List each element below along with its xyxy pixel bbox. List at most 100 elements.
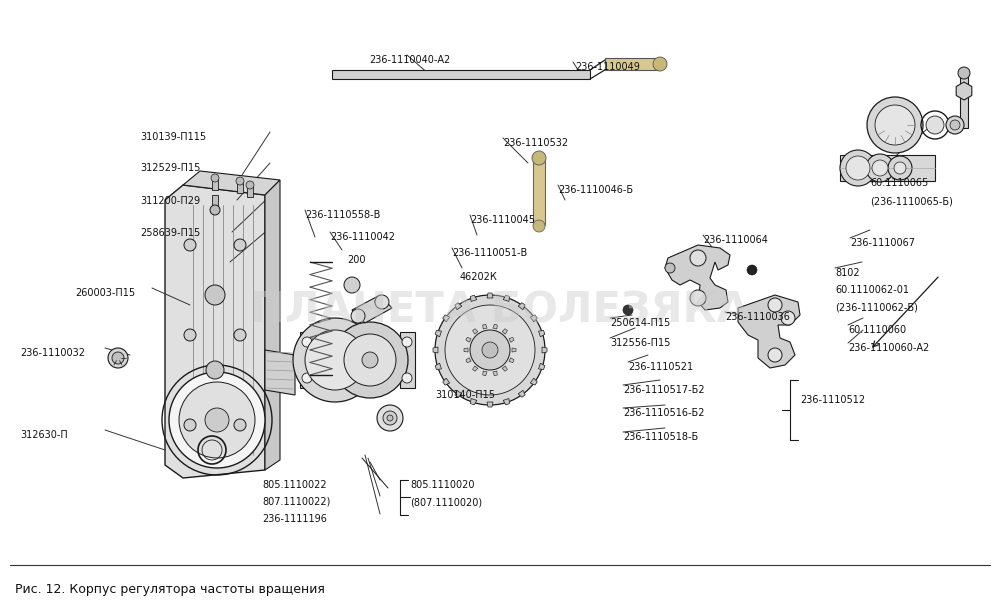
Circle shape [950,120,960,130]
Text: 236-1110049: 236-1110049 [575,62,640,72]
Circle shape [234,329,246,341]
Text: 236-1110521: 236-1110521 [628,362,693,372]
Polygon shape [509,358,514,363]
Polygon shape [530,315,537,322]
Bar [960,73,968,128]
Polygon shape [956,82,972,100]
Polygon shape [509,337,514,342]
Text: 312630-П: 312630-П [20,430,68,440]
Text: 236-1110518-Б: 236-1110518-Б [623,432,698,442]
Circle shape [305,330,365,390]
Bar [247,185,253,197]
Polygon shape [470,295,477,302]
Circle shape [387,415,393,421]
Bar [605,58,660,70]
Bar [335,355,405,365]
Polygon shape [265,180,280,470]
Circle shape [112,352,124,364]
Text: 60.1110065: 60.1110065 [870,178,928,188]
Circle shape [184,419,196,431]
Circle shape [377,405,403,431]
Circle shape [402,337,412,347]
Polygon shape [493,324,497,329]
Text: 236-1110060-А2: 236-1110060-А2 [848,343,929,353]
Polygon shape [433,347,438,353]
Circle shape [781,311,795,325]
Text: 250614-П15: 250614-П15 [610,318,670,328]
Polygon shape [455,303,462,310]
Circle shape [653,57,667,71]
Polygon shape [455,390,462,397]
Text: 60.1110060: 60.1110060 [848,325,906,335]
Text: 236-1110064: 236-1110064 [703,235,768,245]
Text: 236-1110512: 236-1110512 [800,395,865,405]
Circle shape [302,337,312,347]
Polygon shape [539,363,545,370]
Circle shape [888,156,912,180]
Polygon shape [518,390,525,397]
Polygon shape [443,315,450,322]
Text: 258639-П15: 258639-П15 [140,228,200,238]
Bar [840,155,935,181]
Text: 46202К: 46202К [460,272,498,282]
Polygon shape [503,295,510,302]
Circle shape [205,285,225,305]
Circle shape [747,265,757,275]
Circle shape [293,318,377,402]
Text: 236-1110067: 236-1110067 [850,238,915,248]
Circle shape [211,174,219,182]
Circle shape [470,330,510,370]
Text: 236-1110042: 236-1110042 [330,232,395,242]
Polygon shape [466,358,471,363]
Text: 236-1110516-Б2: 236-1110516-Б2 [623,408,704,418]
Polygon shape [443,378,450,385]
Circle shape [840,150,876,186]
Circle shape [958,67,970,79]
Text: 236-1110532: 236-1110532 [503,138,568,148]
Text: Рис. 12. Корпус регулятора частоты вращения: Рис. 12. Корпус регулятора частоты враще… [15,583,325,597]
Bar [332,70,590,79]
Polygon shape [738,295,800,368]
Circle shape [690,290,706,306]
Circle shape [210,205,220,215]
Polygon shape [665,245,730,310]
Circle shape [344,277,360,293]
Polygon shape [487,402,493,407]
Polygon shape [473,329,478,334]
Text: 807.1110022): 807.1110022) [262,496,330,506]
Circle shape [108,348,128,368]
Circle shape [344,334,396,386]
Circle shape [532,151,546,165]
Polygon shape [435,363,441,370]
Circle shape [445,305,535,395]
Circle shape [768,348,782,362]
Polygon shape [483,371,487,376]
Text: 311200-П29: 311200-П29 [140,196,200,206]
Circle shape [169,372,265,468]
Circle shape [690,250,706,266]
Circle shape [846,156,870,180]
Circle shape [206,361,224,379]
Text: 236-1110032: 236-1110032 [20,348,85,358]
Circle shape [184,329,196,341]
Polygon shape [502,366,507,371]
Circle shape [383,411,397,425]
Circle shape [234,239,246,251]
Circle shape [875,105,915,145]
Circle shape [435,295,545,405]
Text: 200: 200 [347,255,366,265]
Bar [533,160,545,225]
Polygon shape [473,366,478,371]
Text: (236-1110062-Б): (236-1110062-Б) [835,302,918,312]
Text: 805.1110022: 805.1110022 [262,480,327,490]
Circle shape [179,382,255,458]
Circle shape [362,352,378,368]
Text: 236-1110040-А2: 236-1110040-А2 [369,55,451,65]
Circle shape [872,160,888,176]
Circle shape [867,97,923,153]
Polygon shape [265,350,295,395]
Polygon shape [539,330,545,337]
Polygon shape [300,332,315,388]
Circle shape [236,177,244,185]
Text: 310139-П115: 310139-П115 [140,132,206,142]
